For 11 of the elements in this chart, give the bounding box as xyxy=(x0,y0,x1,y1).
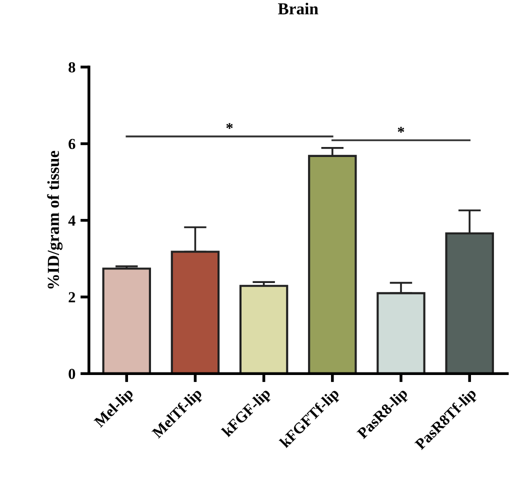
y-tick-label: 0 xyxy=(68,368,76,380)
y-tick-label: 6 xyxy=(68,138,76,150)
chart-title: Brain xyxy=(278,2,318,14)
bar xyxy=(239,284,288,374)
annotation: * xyxy=(398,126,404,133)
y-axis-title: %ID/gram of tissue xyxy=(47,150,63,289)
y-tick-label: 8 xyxy=(68,62,76,73)
y-tick-label: 4 xyxy=(68,216,76,226)
bar xyxy=(102,268,151,374)
y-tick-label: 2 xyxy=(68,292,76,302)
annotation: * xyxy=(226,123,233,129)
